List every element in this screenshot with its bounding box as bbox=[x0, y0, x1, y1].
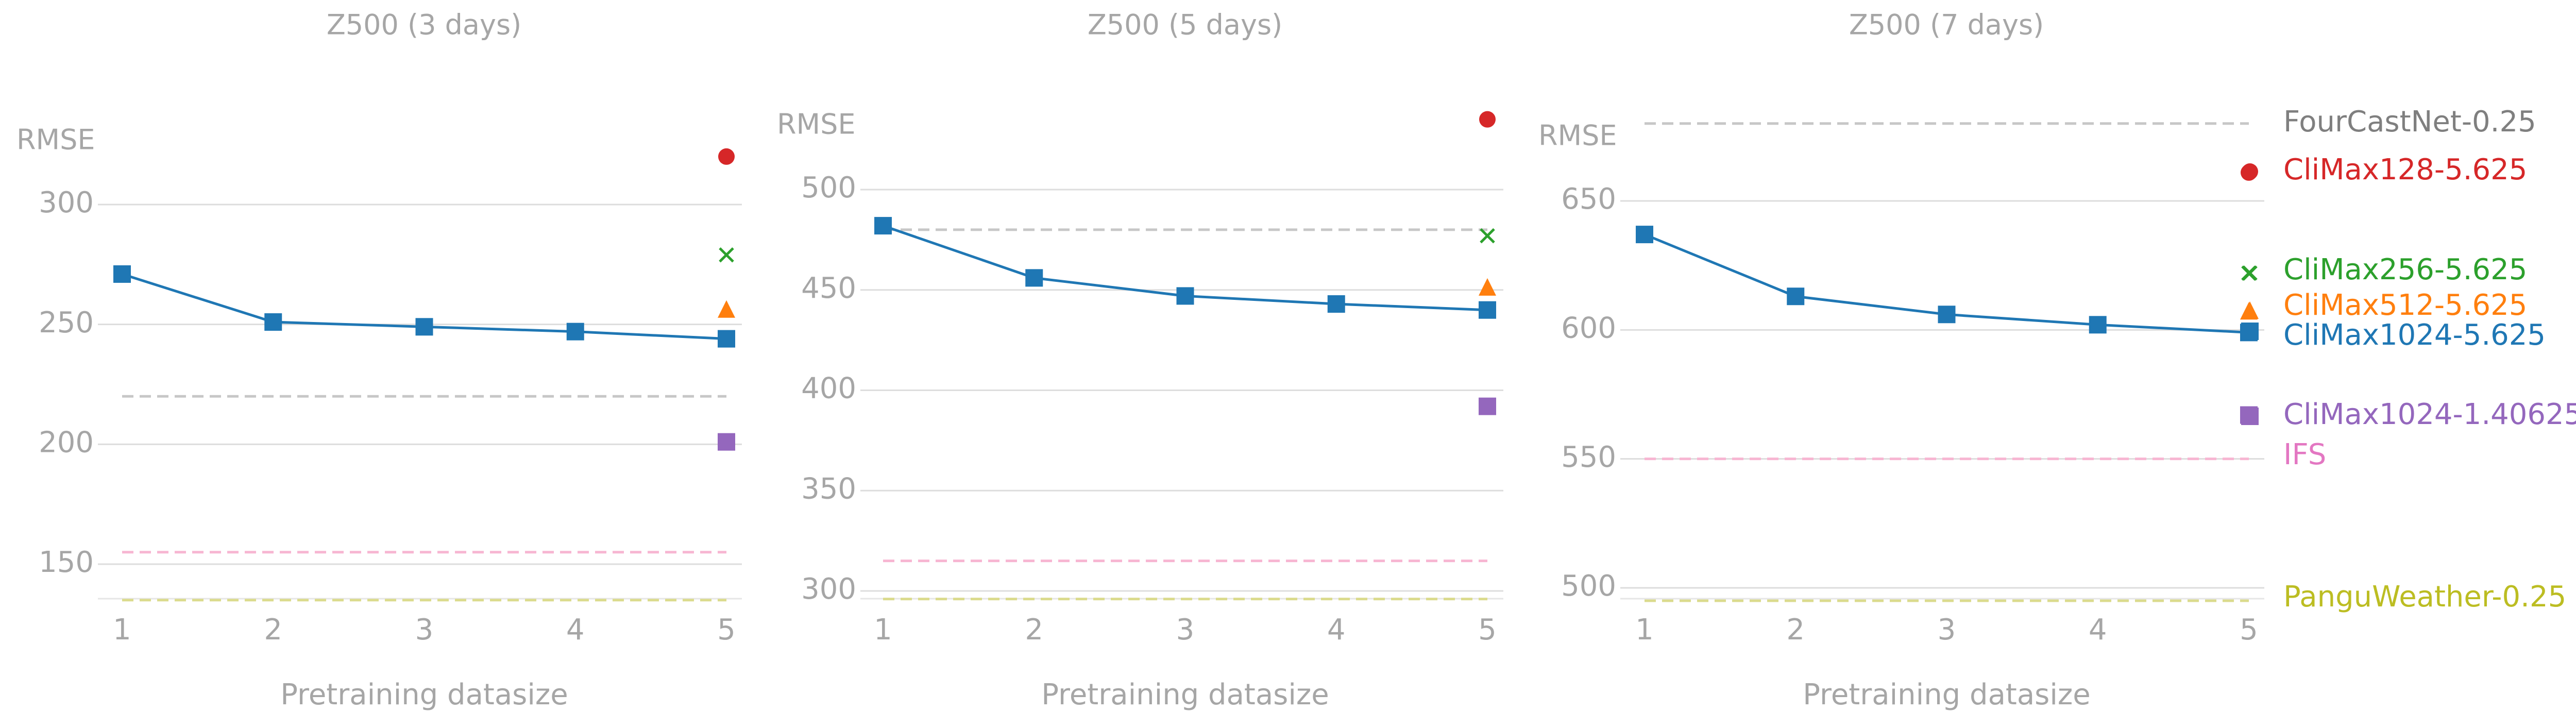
panel-3-series-point bbox=[1938, 306, 1956, 324]
panel-1-ylabel: RMSE bbox=[16, 124, 95, 156]
legend-climax1024-5-625-marker bbox=[2241, 323, 2259, 340]
panel-2-title: Z500 (5 days) bbox=[1088, 9, 1282, 41]
panel-1-series-point bbox=[113, 265, 131, 283]
panel-3-xlabel: Pretraining datasize bbox=[1803, 678, 2091, 712]
legend-climax512-5-625-label: CliMax512-5.625 bbox=[2283, 289, 2527, 322]
panel-3-series-point bbox=[1636, 226, 1653, 244]
legend-climax256-5-625-marker bbox=[2242, 265, 2258, 281]
panel-1-ytick-label: 200 bbox=[39, 426, 94, 459]
legend-ifs-label: IFS bbox=[2283, 438, 2326, 471]
panel-3-series-point bbox=[1787, 287, 1805, 306]
panel-1-point-climax1024-1-40625 bbox=[718, 433, 735, 451]
legend-climax1024-1-40625-marker bbox=[2241, 408, 2259, 425]
panel-2-xtick-label: 1 bbox=[874, 613, 892, 647]
panel-3-ytick-label: 550 bbox=[1561, 441, 1616, 474]
panel-2-point-climax512-5-625 bbox=[1479, 278, 1496, 296]
panel-2-point-climax128-5-625 bbox=[1479, 111, 1496, 128]
panel-3-series-point bbox=[2089, 316, 2107, 334]
panel-2-xtick-label: 3 bbox=[1176, 613, 1195, 647]
panel-2-series-point bbox=[1176, 287, 1194, 305]
legend-climax128-5-625-marker bbox=[2242, 163, 2258, 180]
legend-fourcastnet-0-25-label: FourCastNet-0.25 bbox=[2283, 105, 2536, 139]
panel-1-xtick-label: 1 bbox=[113, 613, 131, 647]
panel-1-point-climax512-5-625 bbox=[718, 300, 735, 318]
panel-1-series-point bbox=[718, 330, 735, 348]
panel-2-series-point bbox=[874, 217, 892, 235]
panel-3-ylabel: RMSE bbox=[1538, 120, 1617, 152]
panel-3-title: Z500 (7 days) bbox=[1849, 9, 2044, 41]
panel-2-xtick-label: 2 bbox=[1025, 613, 1043, 647]
panel-1-title: Z500 (3 days) bbox=[327, 9, 521, 41]
panel-1-series-point bbox=[566, 323, 584, 341]
legend-climax128-5-625-label: CliMax128-5.625 bbox=[2283, 153, 2527, 187]
panel-2-ytick-label: 400 bbox=[801, 372, 856, 405]
panel-2-series-point bbox=[1479, 301, 1496, 319]
panel-1-xlabel: Pretraining datasize bbox=[280, 678, 568, 712]
panel-3-ytick-label: 650 bbox=[1561, 182, 1616, 216]
panel-3-xtick-label: 2 bbox=[1786, 613, 1805, 647]
panel-3-xtick-label: 4 bbox=[2089, 613, 2107, 647]
panel-1-xtick-label: 3 bbox=[415, 613, 434, 647]
panel-3-ytick-label: 500 bbox=[1561, 569, 1616, 603]
panel-2-series-point bbox=[1025, 269, 1043, 287]
legend-climax1024-1-40625-label: CliMax1024-1.40625 bbox=[2283, 398, 2576, 431]
panel-2-point-climax256-5-625 bbox=[1480, 228, 1495, 244]
legend-climax256-5-625-label: CliMax256-5.625 bbox=[2283, 253, 2527, 286]
panel-1-ytick-label: 300 bbox=[39, 186, 94, 219]
panel-2-xtick-label: 5 bbox=[1478, 613, 1497, 647]
panel-3-xtick-label: 1 bbox=[1635, 613, 1654, 647]
legend-climax1024-5-625-label: CliMax1024-5.625 bbox=[2283, 318, 2546, 352]
panel-2-ytick-label: 450 bbox=[801, 272, 856, 305]
panel-2-xlabel: Pretraining datasize bbox=[1041, 678, 1329, 712]
legend-climax512-5-625-marker bbox=[2241, 301, 2259, 319]
panel-1-point-climax128-5-625 bbox=[718, 148, 735, 165]
panel-2-ytick-label: 300 bbox=[801, 572, 856, 606]
panel-1-ytick-label: 150 bbox=[39, 546, 94, 579]
panel-3-xtick-label: 3 bbox=[1938, 613, 1956, 647]
panel-1-ytick-label: 250 bbox=[39, 306, 94, 340]
panel-1-point-climax256-5-625 bbox=[719, 247, 734, 263]
panel-1-xtick-label: 5 bbox=[717, 613, 736, 647]
panel-1-xtick-label: 2 bbox=[264, 613, 282, 647]
panel-2-ytick-label: 350 bbox=[801, 472, 856, 505]
panel-3-ytick-label: 600 bbox=[1561, 311, 1616, 345]
panel-3-xtick-label: 5 bbox=[2240, 613, 2258, 647]
panel-2-xtick-label: 4 bbox=[1327, 613, 1346, 647]
panel-1-series-point bbox=[415, 318, 433, 336]
legend-panguweather-0-25-label: PanguWeather-0.25 bbox=[2283, 580, 2566, 614]
panel-2-series-point bbox=[1327, 295, 1345, 313]
panel-1-series-point bbox=[264, 313, 282, 331]
panel-2-ylabel: RMSE bbox=[777, 108, 856, 141]
panel-2-point-climax1024-1-40625 bbox=[1479, 397, 1496, 415]
panel-1-xtick-label: 4 bbox=[566, 613, 585, 647]
panel-2-ytick-label: 500 bbox=[801, 171, 856, 205]
